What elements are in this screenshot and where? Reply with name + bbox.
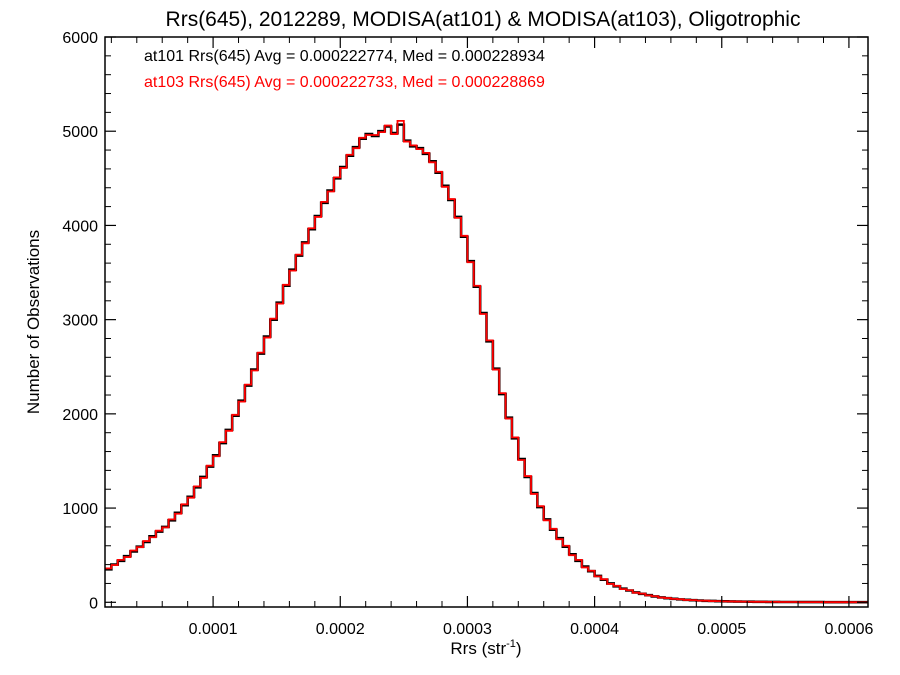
y-tick-label: 3000 xyxy=(62,313,98,330)
legend: at101 Rrs(645) Avg = 0.000222774, Med = … xyxy=(144,48,545,91)
x-axis-label: Rrs (str-1) xyxy=(450,638,521,658)
x-tick-label: 0.0006 xyxy=(824,621,873,638)
y-tick-label: 5000 xyxy=(62,124,98,141)
y-tick-label: 1000 xyxy=(62,501,98,518)
x-tick-label: 0.0003 xyxy=(443,621,492,638)
y-tick-label: 0 xyxy=(89,595,98,612)
x-axis-label-close: ) xyxy=(516,639,522,658)
x-tick-label: 0.0005 xyxy=(697,621,746,638)
y-tick-label: 4000 xyxy=(62,218,98,235)
legend-entry-1: at101 Rrs(645) Avg = 0.000222774, Med = … xyxy=(144,48,545,65)
series-line-at103 xyxy=(105,119,868,604)
x-axis-label-base: Rrs (str xyxy=(450,639,506,658)
x-axis: 0.0001 0.0002 0.0003 0.0004 0.0005 0.0006 xyxy=(110,37,873,638)
y-tick-label: 6000 xyxy=(62,30,98,47)
x-tick-label: 0.0002 xyxy=(316,621,365,638)
chart-title: Rrs(645), 2012289, MODISA(at101) & MODIS… xyxy=(166,8,801,31)
series-line-at101 xyxy=(105,123,868,604)
x-axis-label-superscript: -1 xyxy=(506,638,516,650)
legend-entry-2: at103 Rrs(645) Avg = 0.000222733, Med = … xyxy=(144,74,545,91)
plot-frame xyxy=(104,36,869,608)
series-layer xyxy=(105,119,868,604)
y-axis-label: Number of Observations xyxy=(24,230,43,414)
x-tick-label: 0.0001 xyxy=(189,621,238,638)
x-tick-label: 0.0004 xyxy=(570,621,619,638)
y-tick-label: 2000 xyxy=(62,407,98,424)
y-axis: 0 1000 2000 3000 4000 5000 6000 xyxy=(62,30,868,612)
